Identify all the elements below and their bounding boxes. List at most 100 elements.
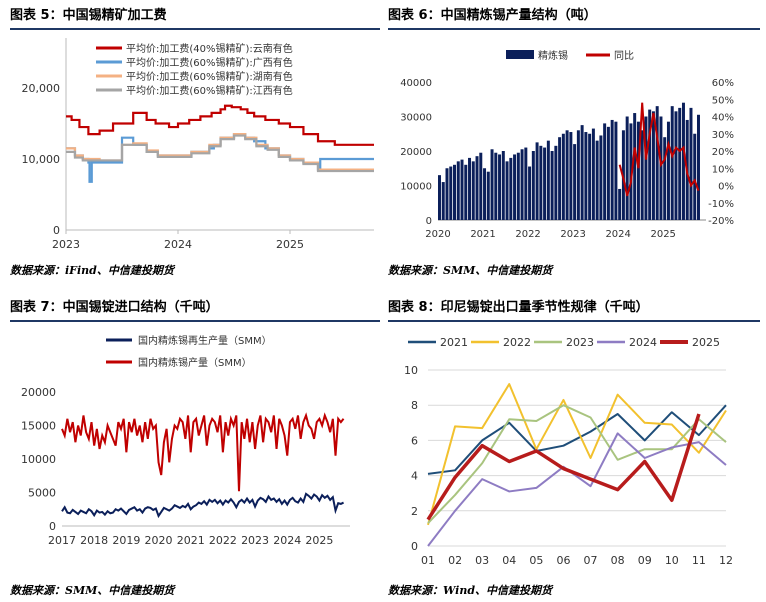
bar xyxy=(651,111,655,220)
x-tick-label: 03 xyxy=(475,554,489,567)
y-tick-label: 10,000 xyxy=(22,153,61,166)
bar xyxy=(674,111,678,220)
bar xyxy=(595,140,599,220)
chart-title: 图表 6：中国精炼锡产量结构（吨） xyxy=(388,8,597,23)
legend-swatch xyxy=(506,50,534,59)
legend-label: 平均价:加工费(60%锡精矿):湖南有色 xyxy=(126,70,293,83)
x-tick-label: 2023 xyxy=(52,238,80,251)
x-tick-label: 2025 xyxy=(305,534,333,547)
bar xyxy=(441,182,445,220)
x-tick-label: 2025 xyxy=(276,238,304,251)
bar xyxy=(636,121,640,220)
y-tick-label: 0 xyxy=(53,224,60,237)
x-tick-label: 2025 xyxy=(650,229,675,240)
bar xyxy=(693,133,697,220)
y2-tick-label: 20% xyxy=(712,147,734,158)
legend-label: 2025 xyxy=(692,336,720,349)
y2-tick-label: 10% xyxy=(712,164,734,175)
bar xyxy=(528,166,532,220)
y-tick-label: 20000 xyxy=(400,147,432,158)
bar xyxy=(524,147,528,220)
y-tick-label: 10 xyxy=(404,364,418,377)
bar xyxy=(696,114,700,220)
y2-tick-label: -20% xyxy=(708,216,734,227)
bar xyxy=(539,145,543,220)
y2-tick-label: 40% xyxy=(712,113,734,124)
x-tick-label: 2024 xyxy=(164,238,192,251)
bar xyxy=(505,161,509,220)
bar xyxy=(655,106,659,220)
y2-tick-label: 30% xyxy=(712,130,734,141)
x-tick-label: 2022 xyxy=(209,534,237,547)
bar xyxy=(603,123,607,220)
yoy-line xyxy=(618,102,700,197)
x-tick-label: 2023 xyxy=(560,229,585,240)
x-tick-label: 2020 xyxy=(425,229,450,240)
tc-line-chart: 0 10,000 20,000 2023 2024 2025 平均价:加工费(40%锡精矿)… xyxy=(22,38,374,251)
bar xyxy=(535,142,539,220)
bar xyxy=(531,151,535,220)
y-tick-label: 10000 xyxy=(21,453,56,466)
x-tick-label: 2020 xyxy=(145,534,173,547)
bar xyxy=(599,135,603,220)
series-line xyxy=(66,104,374,146)
chart-title: 图表 5：中国锡精矿加工费 xyxy=(10,8,167,23)
legend-label: 2022 xyxy=(503,336,531,349)
bar xyxy=(663,137,667,220)
y2-tick-label: 0% xyxy=(718,182,734,193)
y-tick-label: 8 xyxy=(411,399,418,412)
bar xyxy=(648,109,652,220)
bar xyxy=(558,137,562,220)
y-tick-label: 30000 xyxy=(400,113,432,124)
bar xyxy=(494,152,498,220)
bar xyxy=(520,149,524,220)
bar xyxy=(629,123,633,220)
x-tick-label: 2021 xyxy=(177,534,205,547)
bar xyxy=(584,132,588,220)
y-tick-label: 10000 xyxy=(400,182,432,193)
title-divider xyxy=(388,28,760,30)
bar xyxy=(475,156,479,220)
x-tick-label: 12 xyxy=(719,554,733,567)
bar xyxy=(438,175,441,220)
bar xyxy=(453,164,456,220)
y-tick-label: 15000 xyxy=(21,420,56,433)
source-note: 数据来源：SMM、中信建投期货 xyxy=(388,264,553,277)
bar xyxy=(554,145,558,220)
legend-label: 国内精炼锡再生产量（SMM） xyxy=(138,334,272,347)
bar xyxy=(490,149,494,220)
legend-label: 平均价:加工费(60%锡精矿):江西有色 xyxy=(126,84,293,97)
series-line xyxy=(427,432,727,547)
bar xyxy=(565,130,569,220)
bar xyxy=(513,154,517,220)
x-tick-label: 2022 xyxy=(515,229,540,240)
x-tick-label: 10 xyxy=(665,554,679,567)
legend-label: 国内精炼锡产量（SMM） xyxy=(138,356,252,369)
panel-tc-chart: 图表 5：中国锡精矿加工费 0 10,000 20,000 2023 2024 2025 平… xyxy=(10,4,380,296)
bar xyxy=(580,125,584,220)
bar xyxy=(486,171,490,220)
panel-import-structure: 图表 7：中国锡锭进口结构（千吨） 0 5000 10000 15000 20000 20… xyxy=(10,296,380,600)
bar xyxy=(464,164,468,220)
legend-label: 精炼锡 xyxy=(538,49,568,62)
bar xyxy=(468,157,472,220)
bar xyxy=(659,116,663,220)
series-line xyxy=(61,412,345,492)
series-line xyxy=(427,404,727,524)
source-note: 数据来源：Wind、中信建投期货 xyxy=(388,584,553,597)
bar xyxy=(561,133,565,220)
x-tick-label: 09 xyxy=(638,554,652,567)
bar xyxy=(445,168,449,220)
bar xyxy=(610,119,614,220)
bar xyxy=(498,154,502,220)
bar xyxy=(614,121,618,220)
bar xyxy=(573,144,577,220)
chart-title: 图表 7：中国锡锭进口结构（千吨） xyxy=(10,300,219,315)
series-line xyxy=(66,134,374,173)
legend-label: 平均价:加工费(60%锡精矿):广西有色 xyxy=(126,56,293,69)
bar xyxy=(644,116,648,220)
bar xyxy=(550,151,554,220)
bar xyxy=(633,113,637,220)
title-divider xyxy=(388,320,760,322)
